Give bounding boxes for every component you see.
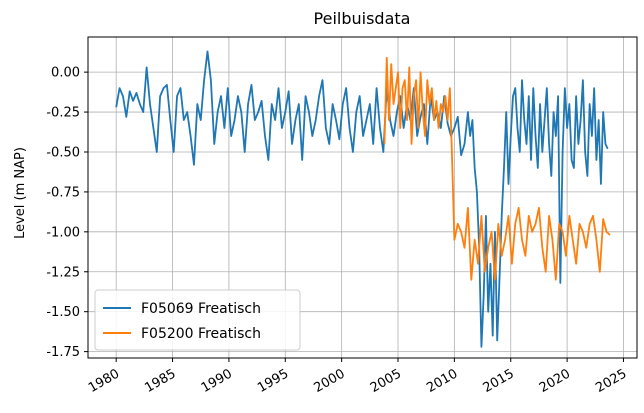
y-tick-label: -1.25 (46, 265, 80, 280)
series-layer (115, 50, 611, 348)
x-tick-label: 2025 (593, 366, 629, 396)
legend: F05069 Freatisch F05200 Freatisch (94, 289, 301, 351)
y-tick-label: -0.75 (46, 185, 80, 200)
x-tick-label: 2010 (424, 366, 460, 396)
plot-frame (87, 36, 638, 359)
x-tick-label: 2005 (368, 366, 404, 396)
x-tick-label: 2020 (537, 366, 573, 396)
x-tick-label: 2000 (311, 366, 347, 396)
x-tick-label: 2015 (481, 366, 517, 396)
y-tick-label: -1.00 (46, 225, 80, 240)
y-tick-label: -0.25 (46, 106, 80, 121)
legend-label-1: F05069 Freatisch (141, 301, 261, 317)
y-tick-label: -1.75 (46, 345, 80, 360)
legend-box (94, 289, 301, 351)
series-line-2 (383, 56, 611, 281)
x-tick-label: 1980 (86, 366, 122, 396)
y-tick-label: -0.50 (46, 145, 80, 160)
y-axis-label: Level (m NAP) (13, 147, 28, 239)
x-tick-label: 1995 (255, 366, 291, 396)
y-tick-label: -1.50 (46, 305, 80, 320)
legend-label-2: F05200 Freatisch (141, 326, 261, 342)
x-tick-label: 1985 (142, 366, 178, 396)
x-tick-label: 1990 (199, 366, 235, 396)
chart-title: Peilbuisdata (314, 9, 411, 28)
series-line-1 (115, 50, 609, 348)
y-tick-label: 0.00 (51, 66, 80, 81)
